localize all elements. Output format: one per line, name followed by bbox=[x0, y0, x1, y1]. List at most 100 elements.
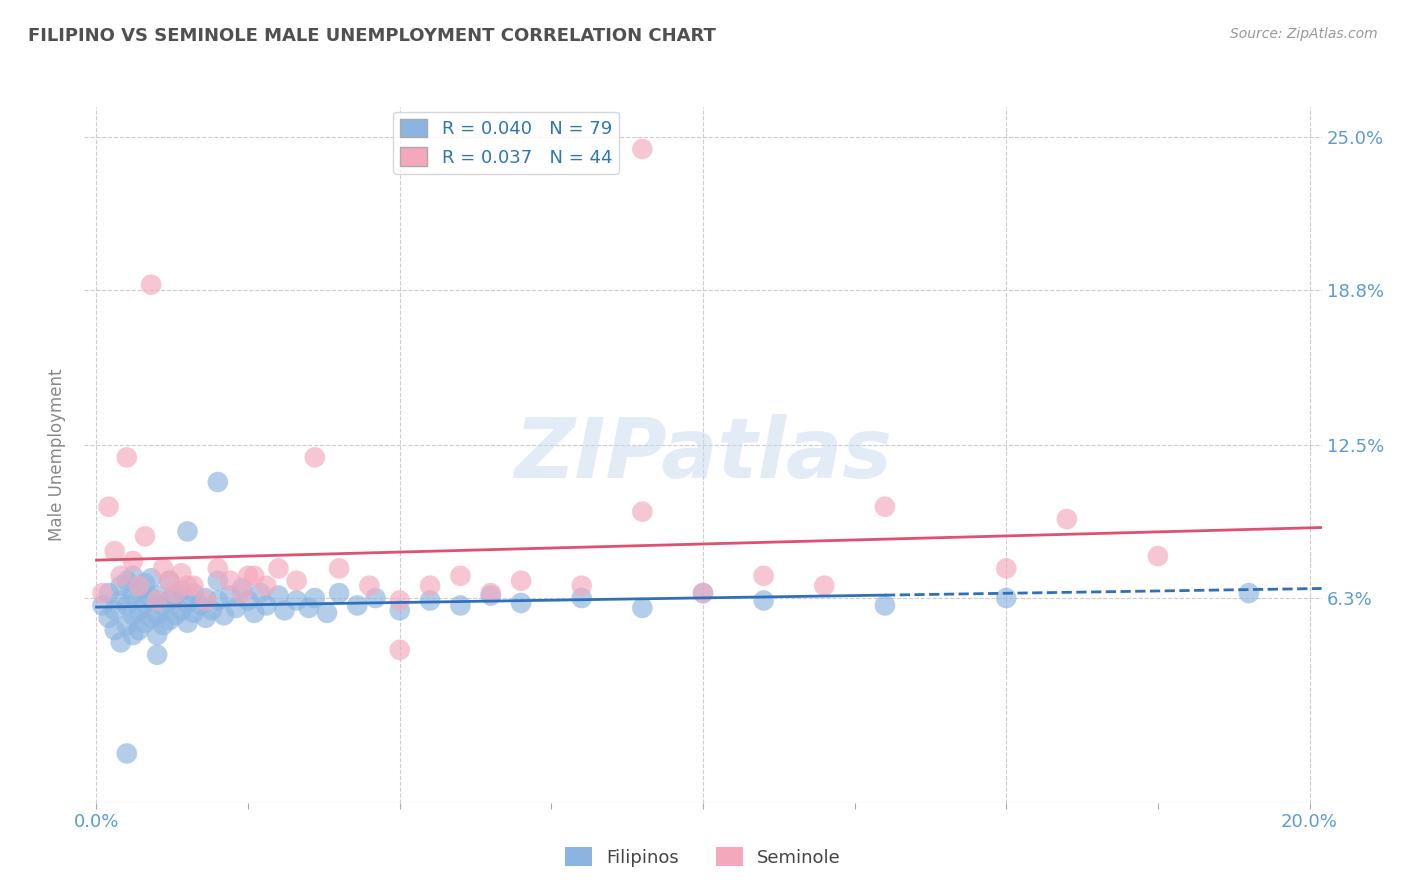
Point bbox=[170, 566, 193, 581]
Point bbox=[231, 586, 253, 600]
Point bbox=[219, 589, 242, 603]
Point bbox=[176, 596, 198, 610]
Point bbox=[236, 593, 259, 607]
Point bbox=[165, 589, 187, 603]
Point bbox=[152, 618, 174, 632]
Point bbox=[122, 608, 145, 623]
Point bbox=[146, 589, 169, 603]
Point bbox=[115, 574, 138, 588]
Point bbox=[212, 608, 235, 623]
Point bbox=[134, 615, 156, 630]
Point bbox=[346, 599, 368, 613]
Point bbox=[298, 600, 321, 615]
Point bbox=[571, 591, 593, 605]
Point bbox=[219, 574, 242, 588]
Point bbox=[243, 606, 266, 620]
Point bbox=[115, 747, 138, 761]
Point bbox=[304, 450, 326, 465]
Point bbox=[91, 599, 114, 613]
Point bbox=[110, 635, 132, 649]
Point bbox=[97, 586, 120, 600]
Point bbox=[873, 500, 896, 514]
Point bbox=[388, 593, 411, 607]
Point bbox=[510, 574, 533, 588]
Text: Source: ZipAtlas.com: Source: ZipAtlas.com bbox=[1230, 27, 1378, 41]
Point bbox=[146, 628, 169, 642]
Point bbox=[110, 579, 132, 593]
Point bbox=[328, 561, 350, 575]
Point bbox=[873, 599, 896, 613]
Point bbox=[449, 569, 471, 583]
Point bbox=[104, 623, 127, 637]
Point bbox=[1237, 586, 1260, 600]
Point bbox=[1056, 512, 1078, 526]
Point bbox=[254, 579, 277, 593]
Point bbox=[249, 586, 271, 600]
Point bbox=[692, 586, 714, 600]
Point bbox=[134, 596, 156, 610]
Legend: R = 0.040   N = 79, R = 0.037   N = 44: R = 0.040 N = 79, R = 0.037 N = 44 bbox=[392, 112, 620, 174]
Point bbox=[194, 591, 217, 605]
Point bbox=[176, 615, 198, 630]
Point bbox=[254, 599, 277, 613]
Point bbox=[364, 591, 387, 605]
Point bbox=[139, 611, 162, 625]
Point bbox=[128, 579, 150, 593]
Point bbox=[165, 586, 187, 600]
Point bbox=[128, 583, 150, 598]
Point bbox=[157, 593, 180, 607]
Point bbox=[328, 586, 350, 600]
Point bbox=[231, 581, 253, 595]
Point bbox=[419, 579, 441, 593]
Y-axis label: Male Unemployment: Male Unemployment bbox=[48, 368, 66, 541]
Point bbox=[419, 593, 441, 607]
Point bbox=[146, 608, 169, 623]
Point bbox=[146, 648, 169, 662]
Point bbox=[134, 529, 156, 543]
Point bbox=[1147, 549, 1170, 563]
Point bbox=[122, 589, 145, 603]
Point bbox=[316, 606, 339, 620]
Point bbox=[152, 599, 174, 613]
Point bbox=[176, 524, 198, 539]
Point bbox=[267, 561, 290, 575]
Point bbox=[752, 569, 775, 583]
Point bbox=[139, 591, 162, 605]
Point bbox=[207, 561, 229, 575]
Legend: Filipinos, Seminole: Filipinos, Seminole bbox=[558, 840, 848, 874]
Point bbox=[285, 593, 308, 607]
Point bbox=[110, 593, 132, 607]
Point bbox=[692, 586, 714, 600]
Point bbox=[194, 593, 217, 607]
Point bbox=[449, 599, 471, 613]
Point bbox=[104, 544, 127, 558]
Point bbox=[631, 600, 654, 615]
Point bbox=[91, 586, 114, 600]
Point bbox=[479, 586, 502, 600]
Point bbox=[170, 603, 193, 617]
Point bbox=[752, 593, 775, 607]
Point bbox=[304, 591, 326, 605]
Point bbox=[146, 593, 169, 607]
Point bbox=[122, 628, 145, 642]
Point bbox=[157, 574, 180, 588]
Point bbox=[165, 608, 187, 623]
Point bbox=[236, 569, 259, 583]
Point bbox=[152, 561, 174, 575]
Point bbox=[510, 596, 533, 610]
Point bbox=[273, 603, 295, 617]
Point bbox=[122, 554, 145, 568]
Point bbox=[995, 591, 1018, 605]
Point bbox=[243, 569, 266, 583]
Point bbox=[157, 574, 180, 588]
Point bbox=[995, 561, 1018, 575]
Point bbox=[388, 643, 411, 657]
Point bbox=[115, 599, 138, 613]
Point bbox=[176, 579, 198, 593]
Point bbox=[134, 576, 156, 591]
Point bbox=[157, 613, 180, 627]
Point bbox=[183, 579, 205, 593]
Point bbox=[359, 579, 381, 593]
Point bbox=[225, 600, 247, 615]
Point bbox=[207, 593, 229, 607]
